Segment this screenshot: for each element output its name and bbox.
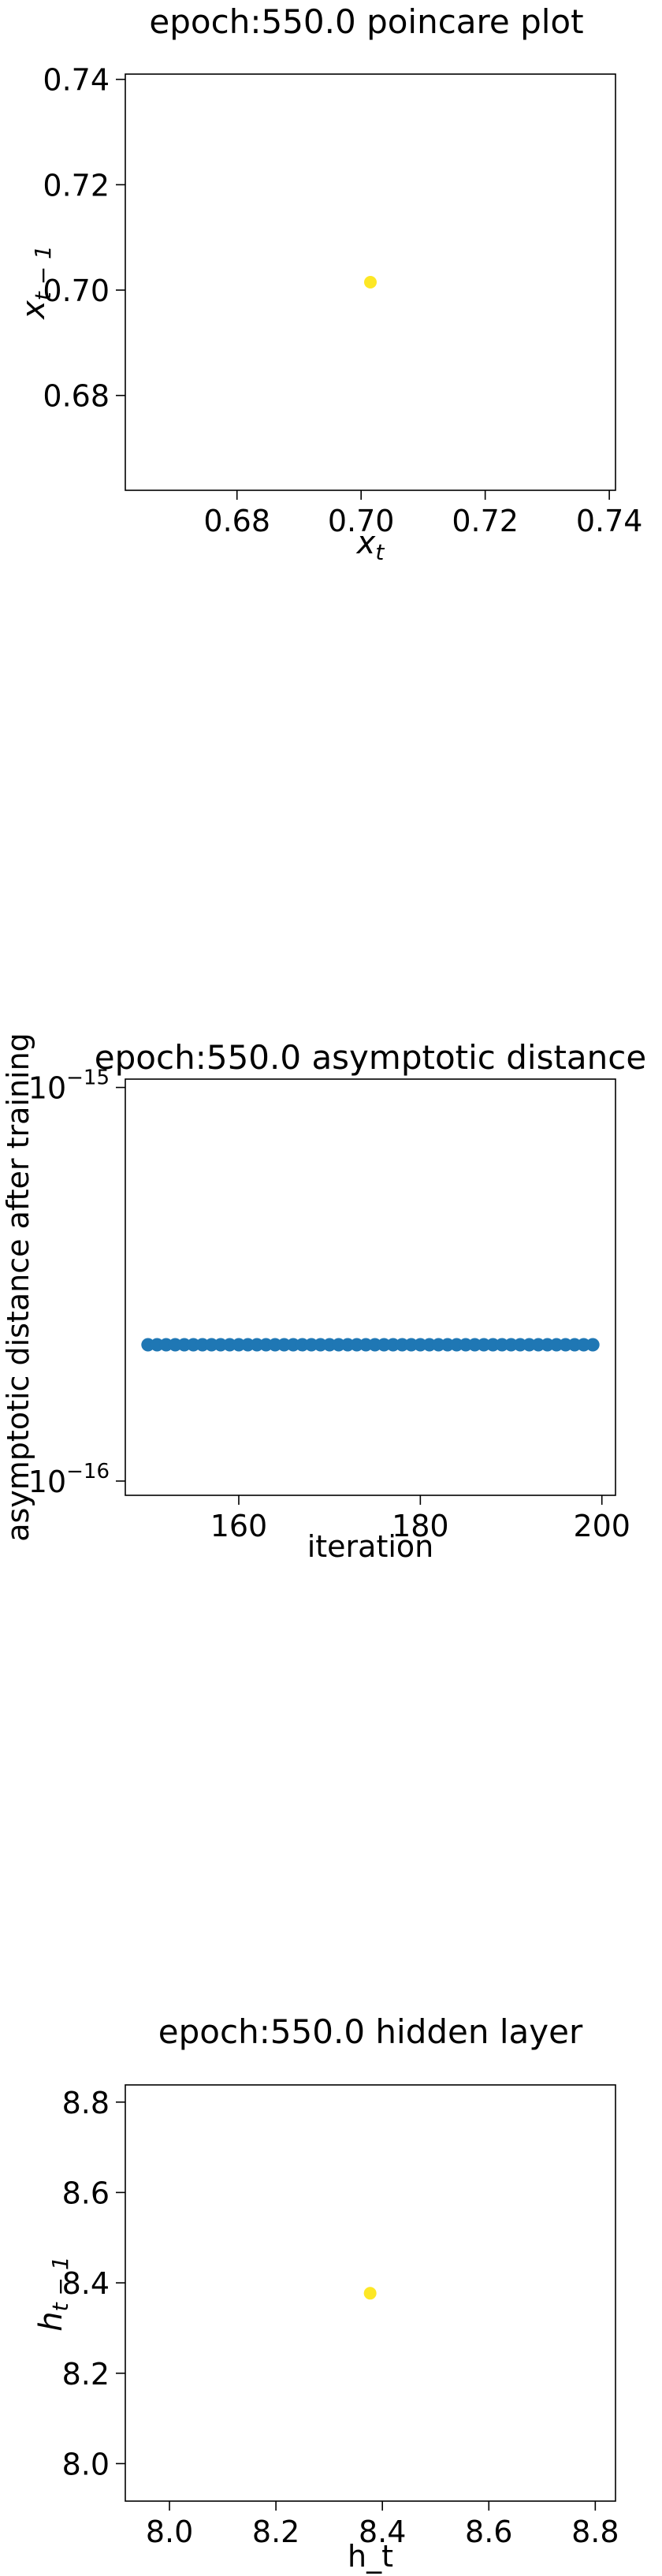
marker-group: [363, 2287, 377, 2300]
y-tick-label: 10−16: [28, 1460, 110, 1499]
x-tick-label: 0.72: [452, 504, 519, 538]
x-tick-label: 8.4: [359, 2515, 406, 2549]
y-tick-label: 8.4: [62, 2266, 110, 2301]
poincare-plot-panel: epoch:550.0 poincare plot 0.68 0.70 0.72 0.…: [16, 2, 642, 565]
y-tick-label: 8.0: [62, 2447, 110, 2481]
y-tick-label: 0.70: [43, 274, 110, 308]
tick-group: 160 180 200 10−16 10−15: [28, 1067, 630, 1543]
chart-title: epoch:550.0 hidden layer: [158, 2012, 583, 2051]
y-tick-label: 0.68: [43, 379, 110, 414]
y-tick-label: 0.72: [43, 168, 110, 203]
x-tick-label: 8.6: [465, 2515, 512, 2549]
x-tick-label: 160: [210, 1509, 268, 1543]
y-tick-label: 0.74: [43, 63, 110, 98]
y-tick-label: 8.2: [62, 2357, 110, 2392]
x-tick-label: 0.74: [576, 504, 643, 538]
y-axis-label: asymptotic distance after training: [1, 1033, 35, 1542]
chart-title: epoch:550.0 poincare plot: [149, 2, 583, 41]
asymptotic-distance-panel: epoch:550.0 asymptotic distance 160 180 20…: [1, 1033, 646, 1564]
tick-group: 8.0 8.2 8.4 8.6 8.8 8.0 8.2 8.4 8.6 8.8: [62, 2086, 619, 2549]
x-tick-label: 0.68: [203, 504, 270, 538]
x-axis-label: h_t: [348, 2539, 393, 2574]
data-point: [364, 276, 377, 288]
tick-group: 0.68 0.70 0.72 0.74 0.68 0.70 0.72 0.74: [43, 63, 642, 538]
data-point: [586, 1338, 600, 1352]
x-tick-label: 8.2: [252, 2515, 299, 2549]
chart-title: epoch:550.0 asymptotic distance: [95, 1038, 646, 1077]
x-tick-label: 8.8: [571, 2515, 619, 2549]
hidden-layer-panel: epoch:550.0 hidden layer 8.0 8.2 8.4 8.6 8.8…: [33, 2012, 619, 2574]
x-tick-label: 0.70: [328, 504, 395, 538]
x-axis-label: xt: [355, 525, 385, 565]
plot-frame: [125, 1078, 616, 1496]
y-tick-label: 10−15: [28, 1067, 110, 1106]
x-axis-label: iteration: [307, 1529, 434, 1564]
data-point: [363, 2287, 377, 2300]
marker-group: [364, 276, 377, 288]
x-tick-label: 200: [573, 1509, 630, 1543]
x-tick-label: 8.0: [146, 2515, 193, 2549]
y-axis-label: xt − 1: [16, 245, 56, 321]
marker-group: [141, 1338, 600, 1352]
y-axis-label: ht − 1: [33, 2256, 73, 2331]
x-tick-label: 180: [392, 1509, 449, 1543]
y-tick-label: 8.6: [62, 2176, 110, 2210]
y-tick-label: 8.8: [62, 2086, 110, 2120]
